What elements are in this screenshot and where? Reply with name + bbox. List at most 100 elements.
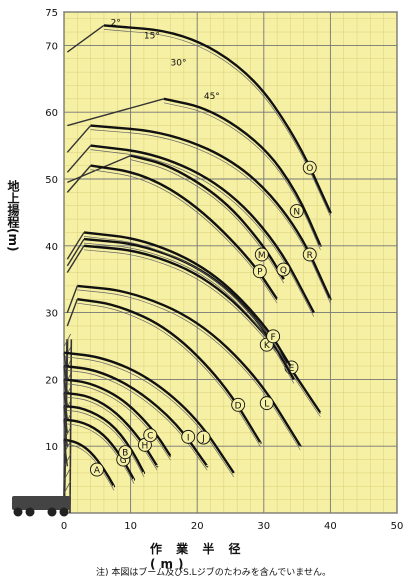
series-line-C [63,378,172,458]
x-tick-label: 40 [324,521,337,532]
series-line-shadow-R [90,129,331,304]
y-tick-label: 40 [45,242,58,253]
series-label-circle [118,445,133,460]
series-label-circle [266,329,281,344]
boom-G [63,419,69,447]
series-line-F [83,231,292,367]
series-line-shadow-L [77,289,301,451]
series-label-circle [90,462,104,477]
series-line-B [63,404,146,475]
series-label-circle [302,247,317,262]
series-line-A [63,438,116,488]
series-line-G [63,418,136,481]
series-line-P [90,164,279,300]
series-line-shadow-B [63,409,145,478]
series-label: Q [280,266,287,276]
boom-N [67,98,165,127]
series-line-shadow-H [63,396,158,471]
series-label: C [147,432,153,442]
series-label: E [289,364,295,374]
series-line-R [90,124,332,301]
x-tick-label: 20 [191,521,204,532]
boom-F [66,232,85,260]
series-label: F [271,333,276,343]
crane-wheel [59,507,69,517]
series-label: I [187,433,190,443]
series-label: N [293,208,300,218]
boom-C [63,379,69,407]
series-line-shadow-I [63,369,208,471]
series-line-shadow-F [83,236,291,371]
boom-Q [66,145,92,173]
y-tick-label: 60 [45,108,58,119]
boom-L [66,285,78,313]
boom-I [63,365,69,393]
plot-area [63,11,398,514]
boom-J [63,352,69,380]
series-line-shadow-O [103,29,331,217]
series-label: L [264,400,269,410]
series-line-shadow-M [130,159,285,284]
series-line-shadow-A [63,443,115,491]
series-label-circle [196,430,211,445]
boom-O [66,24,105,53]
series-line-O [103,24,332,214]
series-label-circle [302,160,317,175]
series-label-circle [231,397,246,412]
boom-P [66,165,92,193]
series-line-H [63,391,159,468]
series-line-shadow-J [63,356,235,478]
series-label: D [235,401,242,411]
series-line-shadow-G [63,423,135,484]
series-line-D [77,298,262,445]
jib-offset-label: 30° [171,58,187,68]
series-label: B [122,449,128,459]
series-label-circle [181,429,196,444]
series-label: M [258,251,266,261]
series-label-circle [259,396,274,411]
boom-A [63,439,69,467]
series-label: H [142,441,149,451]
series-label-circle [276,262,291,277]
jib-offset-label: 2° [111,18,121,28]
crane-mast-lattice [63,467,72,480]
y-tick-label: 70 [45,41,58,52]
series-label: J [201,434,205,444]
boom-K [66,238,85,267]
series-label-circle [252,264,267,279]
crane-body [12,496,70,510]
jib-offset-label: 15° [144,32,160,42]
y-tick-label: 10 [45,442,58,453]
x-tick-label: 10 [124,521,137,532]
crane-mast [69,339,73,514]
chart-note: 注) 本図はブーム及びS.Lジブのたわみを含んでいません。 [96,568,331,578]
y-tick-label: 20 [45,375,58,386]
crane-wheel [25,507,35,517]
x-tick-label: 50 [391,521,404,532]
series-line-shadow-C [63,383,171,461]
boom-E [66,245,85,273]
series-line-J [63,351,235,474]
series-label: R [307,251,313,261]
x-tick-label: 0 [61,521,67,532]
series-label: O [306,164,313,174]
series-line-I [63,364,209,468]
crane-mast-lattice [63,427,72,440]
crane-wheel [13,507,23,517]
boom-R [66,125,92,153]
crane-mast-lattice [63,454,72,467]
boom-M [67,154,131,183]
crane-mast-lattice [63,333,72,347]
crane-wheel [47,507,57,517]
series-line-shadow-K [83,242,295,384]
series-line-E [83,244,322,414]
y-axis-label: 地上揚程(m) [6,180,20,252]
y-tick-label: 75 [45,8,58,19]
series-label: K [264,341,271,351]
boom-H [63,392,69,420]
series-line-shadow-Q [90,149,315,317]
jib-offset-label: 45° [204,92,220,102]
series-line-Q [90,144,315,314]
series-line-M [130,154,285,280]
